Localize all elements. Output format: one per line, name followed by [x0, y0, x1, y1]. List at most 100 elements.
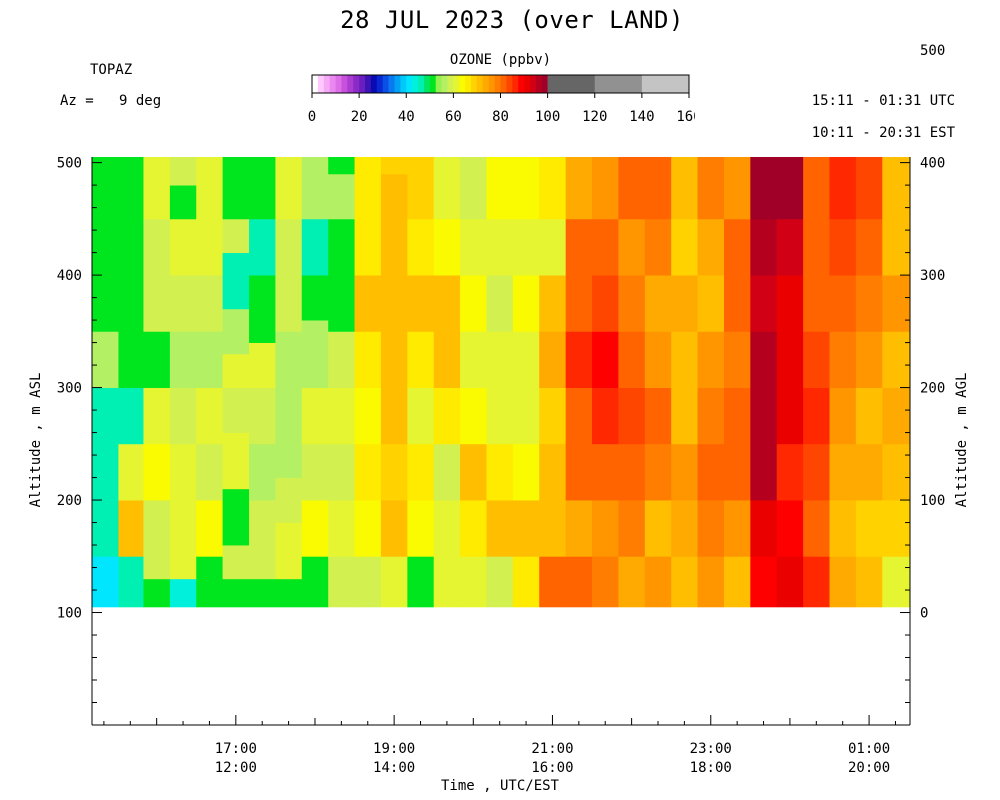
heatmap-cell: [723, 500, 751, 557]
heatmap-cell: [407, 443, 435, 501]
heatmap-cell: [829, 157, 857, 220]
heatmap-cell: [829, 443, 857, 501]
heatmap-cell: [92, 500, 119, 557]
heatmap-cell: [92, 556, 119, 608]
x-tick-label-est: 14:00: [373, 760, 415, 776]
instrument-label: TOPAZ: [90, 62, 133, 78]
colorbar-swatch: [429, 75, 437, 93]
heatmap-cell: [486, 500, 514, 557]
y-tick-label-left: 400: [57, 268, 82, 284]
heatmap-cell: [380, 556, 408, 608]
heatmap-cell: [539, 157, 567, 220]
heatmap-cell: [644, 157, 672, 220]
heatmap-cell: [301, 157, 329, 220]
heatmap-cell: [169, 218, 197, 276]
heatmap-cell: [433, 556, 461, 608]
colorbar-swatch: [459, 75, 466, 93]
heatmap-cell: [196, 500, 224, 557]
colorbar-swatch: [353, 75, 360, 93]
heatmap-cell: [592, 556, 619, 608]
heatmap-cell: [644, 331, 672, 388]
heatmap-cell: [275, 331, 303, 388]
colorbar-swatch: [406, 75, 413, 93]
colorbar-swatch: [518, 75, 525, 93]
heatmap-cell: [433, 275, 461, 332]
colorbar: 0 20 40 60 80 100 120 140 160: [308, 74, 695, 125]
utc-time-range: 15:11 - 01:31 UTC: [811, 93, 955, 109]
colorbar-swatch: [412, 75, 419, 93]
heatmap-cell: [275, 522, 303, 580]
heatmap-cell: [723, 275, 751, 332]
heatmap-cell: [196, 387, 224, 445]
heatmap-cell: [222, 252, 250, 310]
heatmap-cell: [512, 387, 540, 445]
y-axis-label-right: Altitude , m AGL: [954, 372, 970, 508]
heatmap-cell: [407, 331, 435, 388]
colorbar-swatch: [482, 75, 490, 93]
heatmap-cell: [565, 556, 593, 608]
heatmap-cell: [380, 218, 408, 276]
heatmap-cell: [618, 500, 646, 557]
heatmap-cell: [92, 331, 119, 388]
heatmap-cell: [618, 331, 646, 388]
heatmap-cell: [143, 218, 171, 332]
heatmap-cell: [723, 157, 751, 220]
colorbar-tick-label: 140: [629, 109, 654, 125]
heatmap-cell: [222, 218, 250, 254]
heatmap-cell: [301, 387, 329, 445]
colorbar-swatch: [370, 75, 378, 93]
heatmap-cell: [882, 275, 911, 332]
heatmap-cell: [618, 556, 646, 608]
colorbar-swatch: [394, 75, 401, 93]
heatmap-cell: [565, 387, 593, 445]
heatmap-cell: [671, 556, 698, 608]
colorbar-swatch: [329, 75, 336, 93]
heatmap-cell: [486, 387, 514, 445]
heatmap-cell: [829, 500, 857, 557]
heatmap-cell: [380, 500, 408, 557]
heatmap-cell: [803, 387, 830, 445]
heatmap-cell: [618, 443, 646, 501]
heatmap-cell: [354, 387, 382, 445]
colorbar-swatch: [506, 75, 513, 93]
heatmap-cell: [169, 500, 197, 580]
heatmap-cell: [407, 218, 435, 276]
heatmap-cell: [855, 157, 883, 220]
heatmap-cell: [328, 218, 355, 332]
heatmap-cell: [776, 443, 804, 501]
heatmap-cell: [855, 500, 883, 557]
heatmap-cell: [460, 275, 487, 332]
heatmap-cell: [776, 500, 804, 557]
colorbar-swatch: [312, 75, 319, 93]
heatmap-cell: [328, 500, 355, 557]
heatmap-cell: [565, 157, 593, 220]
heatmap-cell: [592, 157, 619, 220]
colorbar-tick-label: 160: [676, 109, 695, 125]
heatmap-cell: [803, 443, 830, 501]
heatmap-cell: [882, 331, 911, 388]
heatmap-cell: [143, 331, 171, 388]
heatmap-cell: [776, 157, 804, 220]
heatmap-cell: [169, 157, 197, 186]
heatmap-cell: [539, 331, 567, 388]
heatmap-cell: [143, 387, 171, 445]
heatmap-cell: [539, 556, 567, 608]
heatmap-cell: [855, 443, 883, 501]
heatmap-cell: [328, 157, 355, 175]
heatmap-cells: [92, 157, 911, 608]
heatmap-cell: [407, 157, 435, 220]
y-tick-label-left: 100: [57, 606, 82, 622]
heatmap-cell: [433, 443, 461, 501]
heatmap-cell: [882, 443, 911, 501]
heatmap-cell: [750, 556, 778, 608]
heatmap-cell: [433, 387, 461, 445]
heatmap-cell: [486, 218, 514, 276]
x-tick-label-est: 20:00: [848, 760, 890, 776]
x-tick-label-est: 12:00: [215, 760, 257, 776]
heatmap-cell: [750, 331, 778, 388]
est-time-range: 10:11 - 20:31 EST: [811, 125, 955, 141]
colorbar-swatch: [382, 75, 389, 93]
heatmap-cell: [169, 578, 197, 608]
heatmap-cell: [118, 500, 144, 557]
